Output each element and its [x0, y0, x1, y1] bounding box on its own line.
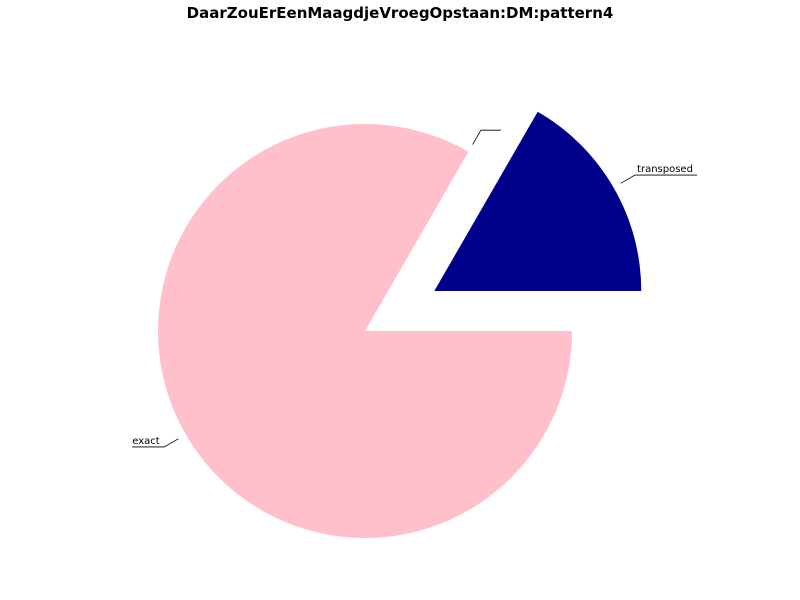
- leader-line-exact: [132, 438, 179, 448]
- pie-labels: transposed exact: [132, 129, 698, 448]
- slice-label-transposed: transposed: [637, 164, 693, 175]
- chart-title: DaarZouErEenMaagdjeVroegOpstaan:DM:patte…: [186, 4, 614, 22]
- pie-slice-transposed: [434, 111, 642, 291]
- slice-label-exact: exact: [132, 436, 160, 447]
- pie-slices: [158, 111, 642, 539]
- leader-line-transposed: [620, 174, 698, 184]
- leader-line-unlabeled-1: [472, 129, 501, 145]
- pie-slice-exact: [158, 123, 572, 539]
